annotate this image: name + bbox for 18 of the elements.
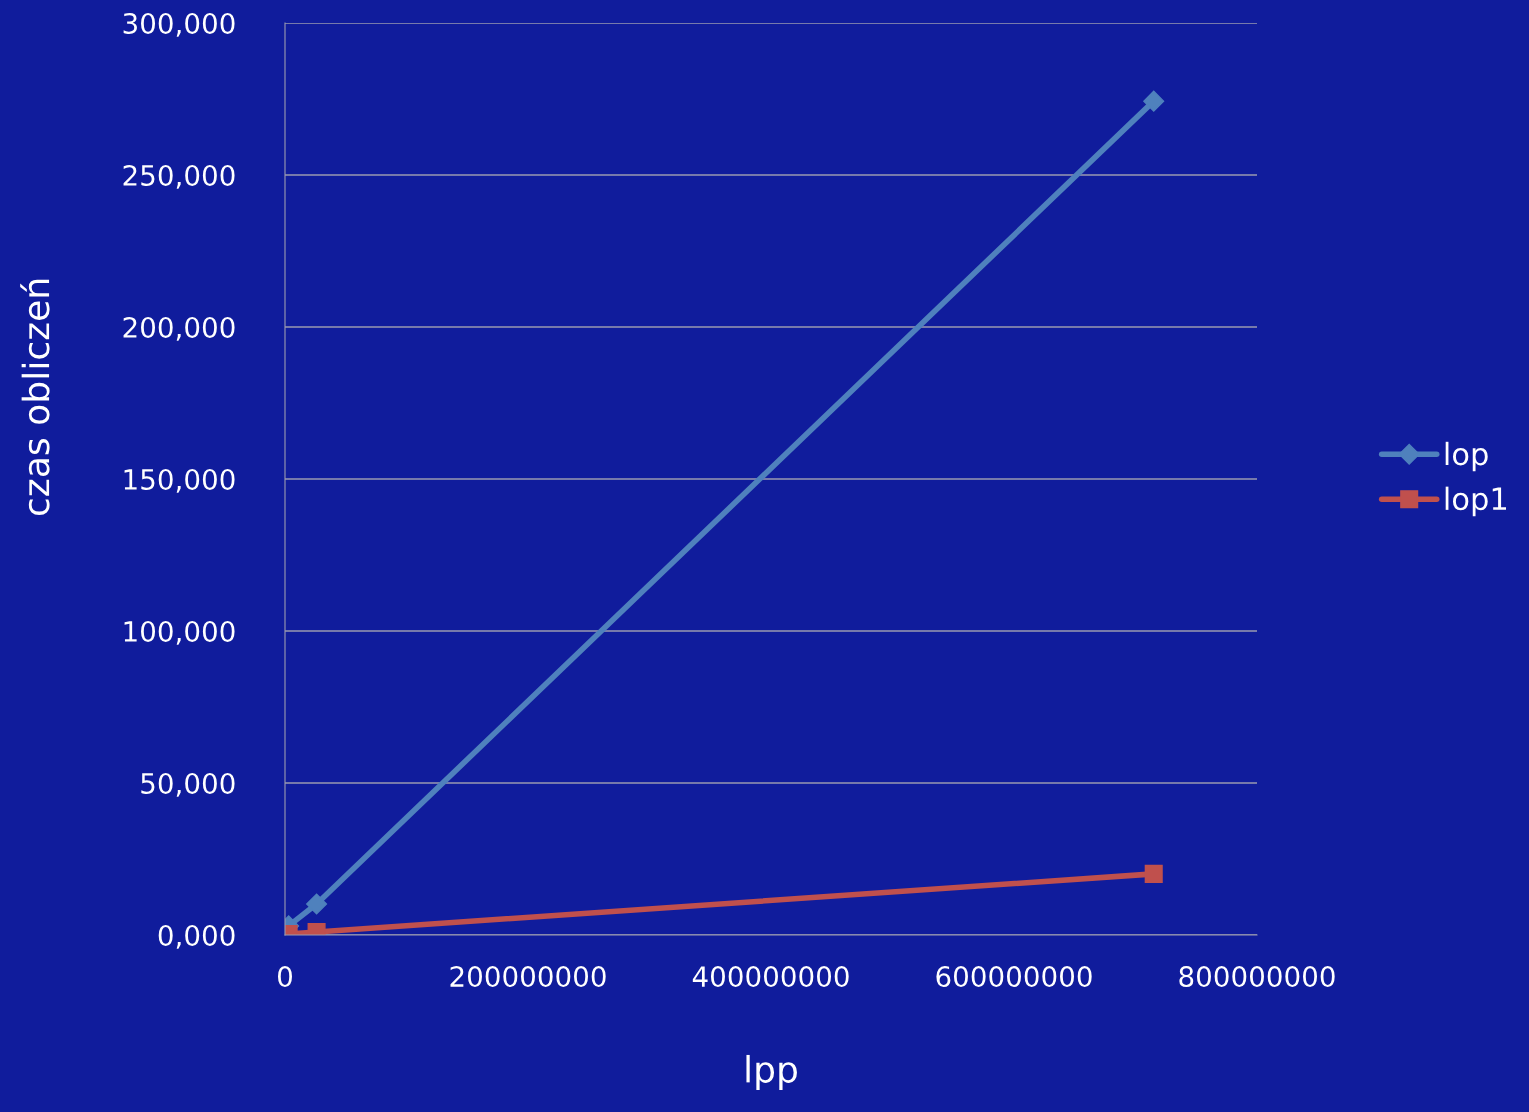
- y-tick-label: 150,000: [124, 468, 235, 493]
- x-axis-title: lpp: [746, 1054, 797, 1090]
- legend-label: lop1: [1445, 486, 1507, 517]
- x-tick-label: 800000000: [1179, 966, 1335, 988]
- point: [1144, 864, 1163, 883]
- legend-label: lop: [1445, 441, 1488, 472]
- y-tick-label: 50,000: [141, 772, 235, 797]
- y-axis-title: czas obliczeń: [20, 279, 50, 516]
- y-tick-label: 300,000: [123, 12, 235, 37]
- y-tick-label: 0,000: [158, 924, 235, 949]
- x-tick-label: 0: [277, 966, 292, 988]
- x-tick-label: 600000000: [936, 966, 1092, 988]
- x-tick-label: 200000000: [450, 966, 606, 988]
- y-tick-label: 100,000: [124, 620, 235, 645]
- y-tick-label: 250,000: [123, 164, 235, 189]
- x-tick-label: 400000000: [692, 966, 849, 988]
- point: [1143, 90, 1165, 112]
- y-tick-label: 200,000: [123, 316, 235, 341]
